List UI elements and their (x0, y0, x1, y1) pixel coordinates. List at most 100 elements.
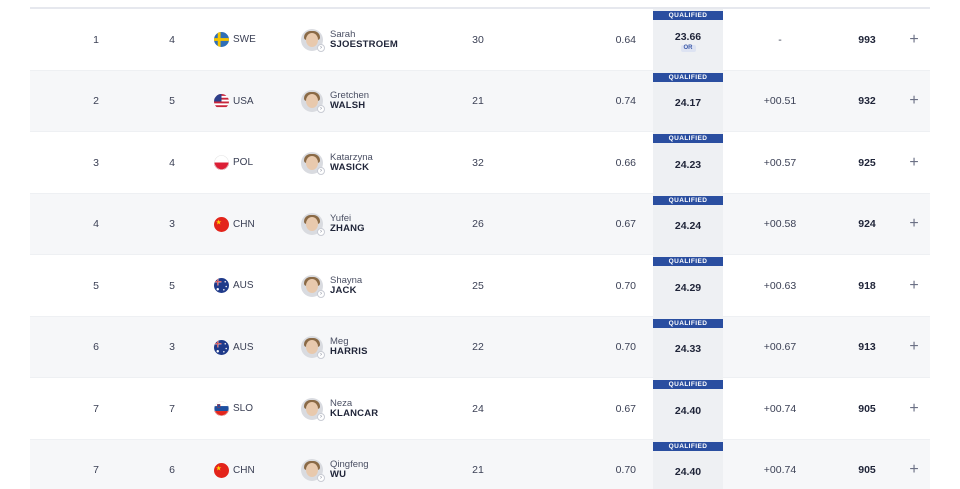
expand-row-button[interactable]: + (909, 276, 919, 294)
result-time: 24.23 (674, 158, 702, 171)
sweden-flag-icon (214, 32, 229, 48)
rank-cell: 7 (93, 402, 99, 415)
athlete-name: Sarah SJOESTROEM (330, 29, 398, 50)
rank-cell: 4 (93, 218, 99, 231)
row-divider (30, 192, 930, 194)
country-cell: SWE (214, 9, 294, 71)
expand-row-button[interactable]: + (909, 338, 919, 356)
row-divider (30, 254, 930, 255)
athlete-cell[interactable]: › Shayna JACK (301, 255, 451, 317)
athlete-family-name: KLANCAR (330, 407, 379, 419)
lane-cell: 6 (169, 464, 175, 477)
athlete-cell[interactable]: › Gretchen WALSH (301, 71, 451, 133)
country-cell: CHN (214, 440, 294, 489)
athlete-avatar: › (301, 90, 325, 114)
athlete-given-name: Meg (330, 336, 349, 348)
athlete-avatar: › (301, 336, 325, 360)
china-flag-icon (214, 216, 229, 232)
record-badge: OR (680, 45, 696, 53)
age-cell: 26 (472, 218, 484, 231)
athlete-cell[interactable]: › Yufei ZHANG (301, 194, 451, 256)
points-cell: 913 (858, 341, 876, 354)
result-time-cell: QUALIFIED 24.17 (653, 70, 723, 132)
rank-cell: 7 (93, 464, 99, 477)
athlete-cell[interactable]: › Qingfeng WU (301, 440, 451, 489)
points-cell: 905 (858, 464, 876, 477)
slovenia-flag-icon (214, 401, 229, 417)
expand-row-button[interactable]: + (909, 92, 919, 110)
reaction-time-cell: 0.74 (615, 95, 636, 108)
reaction-time-cell: 0.64 (615, 33, 636, 46)
qualified-badge: QUALIFIED (653, 134, 723, 143)
country-code: AUS (233, 341, 254, 353)
usa-flag-icon (214, 93, 229, 109)
age-cell: 24 (472, 402, 484, 415)
row-divider (30, 438, 930, 440)
athlete-name: Neza KLANCAR (330, 398, 379, 419)
points-cell: 918 (858, 279, 876, 292)
expand-row-button[interactable]: + (909, 30, 919, 48)
reaction-time-cell: 0.67 (615, 218, 636, 231)
expand-row-button[interactable]: + (909, 215, 919, 233)
athlete-name: Katarzyna WASICK (330, 151, 373, 173)
time-behind-cell: +00.58 (763, 218, 797, 231)
country-cell: USA (214, 71, 294, 133)
result-time-cell: QUALIFIED 24.33 (653, 316, 723, 378)
athlete-cell[interactable]: › Neza KLANCAR (301, 378, 451, 440)
rank-cell: 2 (93, 95, 99, 108)
poland-flag-icon (214, 155, 229, 171)
athlete-cell[interactable]: › Meg HARRIS (301, 317, 451, 379)
rank-cell: 5 (93, 279, 99, 292)
expand-row-button[interactable]: + (909, 399, 919, 417)
athlete-avatar: › (301, 397, 325, 421)
points-cell: 925 (858, 156, 876, 169)
country-cell: AUS (214, 317, 294, 379)
result-time: 24.29 (674, 281, 702, 294)
athlete-cell[interactable]: › Katarzyna WASICK (301, 132, 451, 194)
time-behind-cell: +00.74 (763, 464, 797, 477)
athlete-cell[interactable]: › Sarah SJOESTROEM (301, 9, 451, 71)
result-time: 23.66 (674, 31, 702, 44)
time-behind-cell: - (778, 33, 782, 46)
country-code: CHN (233, 218, 255, 230)
expand-row-button[interactable]: + (909, 153, 919, 171)
country-code: CHN (233, 464, 255, 476)
profile-link-icon: › (317, 412, 325, 421)
athlete-given-name: Yufei (330, 213, 352, 225)
china-flag-icon (214, 462, 229, 478)
result-time-cell: QUALIFIED 24.29 (653, 255, 723, 317)
athlete-name: Meg HARRIS (330, 337, 368, 357)
result-time-cell: QUALIFIED 24.40 (653, 439, 723, 489)
table-row: 6 3 AUS › Meg HARRIS 22 0.70 QUALIFIED 2… (30, 316, 930, 379)
row-divider (30, 315, 930, 317)
row-divider (30, 131, 930, 132)
result-time: 24.17 (674, 97, 702, 110)
lane-cell: 7 (169, 402, 175, 415)
country-cell: AUS (214, 255, 294, 317)
points-cell: 932 (858, 95, 876, 108)
country-cell: POL (214, 132, 294, 194)
rank-cell: 1 (93, 33, 99, 46)
australia-flag-icon (214, 339, 229, 355)
reaction-time-cell: 0.70 (615, 341, 636, 354)
athlete-avatar: › (301, 151, 325, 175)
age-cell: 22 (472, 341, 484, 354)
reaction-time-cell: 0.70 (615, 464, 636, 477)
athlete-given-name: Katarzyna (330, 151, 373, 163)
result-time: 24.24 (674, 220, 702, 233)
expand-row-button[interactable]: + (909, 461, 919, 479)
country-code: USA (233, 95, 254, 107)
profile-link-icon: › (317, 289, 325, 298)
qualified-badge: QUALIFIED (653, 11, 723, 20)
rank-cell: 6 (93, 341, 99, 354)
row-divider (30, 377, 930, 378)
table-row: 1 4 SWE › Sarah SJOESTROEM 30 0.64 QUALI… (30, 9, 930, 71)
points-cell: 993 (858, 33, 876, 46)
country-code: AUS (233, 280, 254, 292)
result-time-cell: QUALIFIED 23.66 OR (653, 9, 723, 71)
athlete-avatar: › (301, 213, 325, 237)
australia-flag-icon (214, 278, 229, 294)
age-cell: 32 (472, 156, 484, 169)
profile-link-icon: › (317, 43, 325, 52)
lane-cell: 5 (169, 95, 175, 108)
